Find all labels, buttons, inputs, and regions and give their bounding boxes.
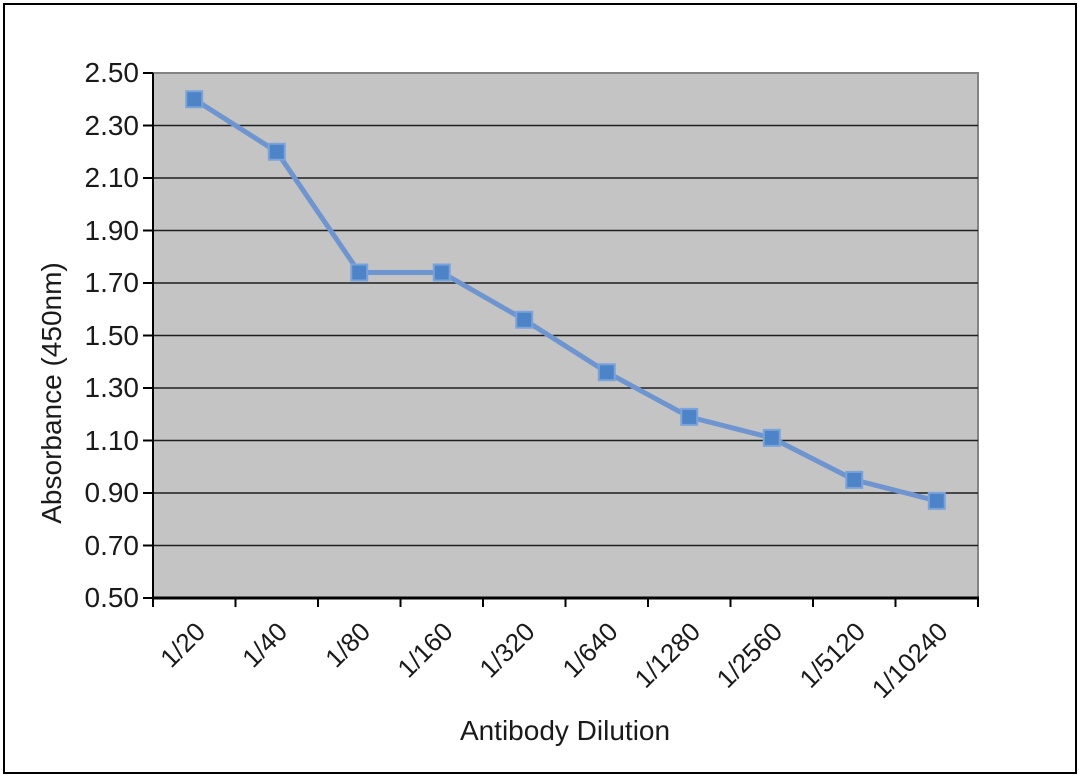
data-point-marker (597, 363, 616, 382)
data-point-marker (432, 263, 451, 282)
y-tick-label: 0.90 (84, 477, 140, 508)
data-point-marker (350, 263, 369, 282)
x-axis-title: Antibody Dilution (459, 715, 671, 746)
y-tick-label: 2.10 (84, 162, 140, 193)
data-point-marker (762, 428, 781, 447)
y-tick-label: 1.70 (84, 267, 140, 298)
y-tick-label: 1.90 (84, 214, 140, 246)
y-tick-label: 1.50 (84, 319, 140, 351)
data-point-marker (680, 407, 699, 426)
data-point-marker (927, 491, 946, 510)
y-tick-label: 1.30 (84, 372, 140, 403)
y-tick-label: 0.70 (84, 529, 140, 561)
y-tick-label: 1.10 (84, 424, 140, 456)
y-tick-label: 2.50 (84, 57, 140, 88)
y-tick-label: 0.50 (84, 582, 140, 613)
series-line (192, 97, 938, 504)
data-point-marker (185, 90, 204, 109)
data-point-marker (267, 142, 286, 161)
data-point-marker (515, 310, 534, 329)
plot-area (143, 72, 979, 607)
chart-frame: Absorbance (450nm) Antibody Dilution 0.5… (3, 3, 1077, 774)
y-tick-label: 2.30 (84, 109, 140, 141)
data-point-marker (845, 470, 864, 489)
